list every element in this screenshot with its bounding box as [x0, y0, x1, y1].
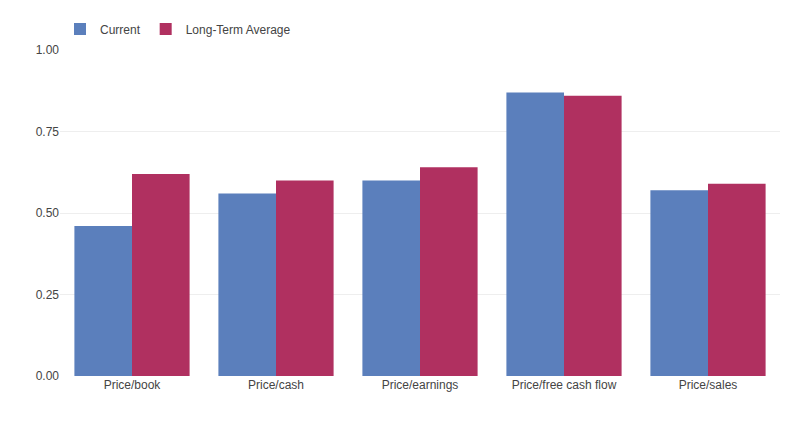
- svg-text:0.25: 0.25: [36, 288, 60, 302]
- svg-text:0.50: 0.50: [36, 206, 60, 220]
- svg-text:Price/book: Price/book: [104, 378, 162, 392]
- svg-text:Current: Current: [100, 23, 141, 37]
- svg-text:Price/earnings: Price/earnings: [382, 378, 459, 392]
- svg-text:1.00: 1.00: [36, 43, 60, 57]
- svg-text:0.00: 0.00: [36, 369, 60, 383]
- svg-text:Long-Term Average: Long-Term Average: [186, 23, 291, 37]
- svg-text:Price/cash: Price/cash: [248, 378, 304, 392]
- svg-text:0.75: 0.75: [36, 125, 60, 139]
- svg-text:Price/free cash flow: Price/free cash flow: [512, 378, 617, 392]
- svg-text:Price/sales: Price/sales: [679, 378, 738, 392]
